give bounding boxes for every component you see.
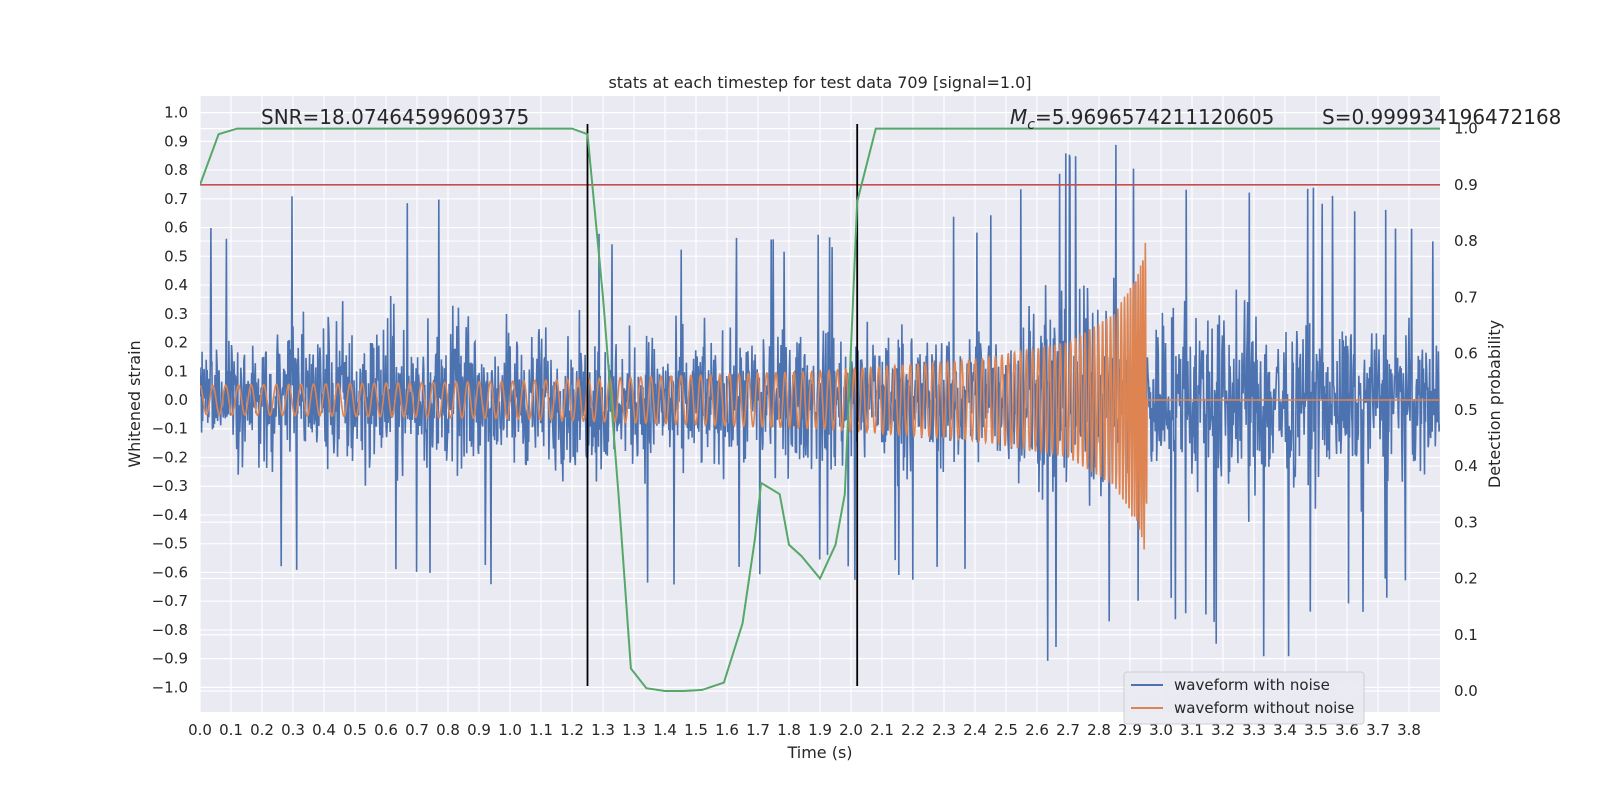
- y-tick-label: 0.7: [164, 190, 188, 208]
- y-tick-label: −0.8: [152, 621, 188, 639]
- y-tick-label: 0.6: [164, 219, 188, 237]
- y-tick-label: −0.1: [152, 420, 188, 438]
- x-tick-label: 3.7: [1366, 721, 1390, 739]
- y-tick-label: 1.0: [164, 104, 188, 122]
- x-tick-label: 1.3: [591, 721, 615, 739]
- x-tick-label: 0.6: [374, 721, 398, 739]
- legend: waveform with noise waveform without noi…: [1123, 671, 1365, 725]
- x-tick-label: 3.8: [1397, 721, 1421, 739]
- x-tick-label: 2.9: [1118, 721, 1142, 739]
- x-tick-label: 3.2: [1211, 721, 1235, 739]
- x-tick-label: 0.8: [436, 721, 460, 739]
- y2-axis-label: Detection probability: [1485, 320, 1504, 488]
- y2-tick-label: 0.0: [1454, 682, 1478, 700]
- x-tick-label: 1.7: [746, 721, 770, 739]
- x-tick-label: 3.4: [1273, 721, 1297, 739]
- y-tick-label: 0.2: [164, 334, 188, 352]
- x-tick-label: 3.6: [1335, 721, 1359, 739]
- x-tick-label: 2.5: [994, 721, 1018, 739]
- x-tick-label: 1.2: [560, 721, 584, 739]
- x-tick-label: 3.3: [1242, 721, 1266, 739]
- y-grid: [200, 111, 1440, 689]
- x-tick-label: 0.2: [250, 721, 274, 739]
- y-tick-label: −0.9: [152, 650, 188, 668]
- y-tick-label: −0.7: [152, 592, 188, 610]
- y-tick-label: 0.9: [164, 132, 188, 150]
- x-tick-label: 1.9: [808, 721, 832, 739]
- y-tick-labels: 1.0 0.9 0.8 0.7 0.6 0.5 0.4 0.3 0.2 0.1 0.0 −0.1 −0.…: [152, 104, 188, 697]
- x-tick-label: 2.3: [932, 721, 956, 739]
- y-axis-label: Whitened strain: [125, 340, 144, 467]
- y-tick-label: 0.3: [164, 305, 188, 323]
- x-tick-label: 2.7: [1056, 721, 1080, 739]
- y2-tick-label: 1.0: [1454, 120, 1478, 138]
- y2-tick-label: 0.9: [1454, 176, 1478, 194]
- y-tick-label: −0.3: [152, 477, 188, 495]
- x-tick-label: 0.5: [343, 721, 367, 739]
- y-tick-label: 0.8: [164, 161, 188, 179]
- y-tick-label: −0.6: [152, 563, 188, 581]
- x-tick-label: 2.1: [870, 721, 894, 739]
- y2-tick-label: 0.1: [1454, 626, 1478, 644]
- x-tick-label: 0.7: [405, 721, 429, 739]
- y-tick-label: 0.4: [164, 276, 188, 294]
- y2-tick-label: 0.7: [1454, 288, 1478, 306]
- x-tick-label: 0.1: [219, 721, 243, 739]
- legend-label-clean: waveform without noise: [1174, 699, 1354, 717]
- series-waveform-without-noise: [200, 242, 1440, 550]
- x-axis-label: Time (s): [786, 743, 852, 762]
- x-tick-label: 3.1: [1180, 721, 1204, 739]
- y2-tick-label: 0.4: [1454, 457, 1478, 475]
- score-annotation: S=0.999934196472168: [1322, 105, 1561, 129]
- x-tick-label: 2.4: [963, 721, 987, 739]
- y2-tick-label: 0.2: [1454, 570, 1478, 588]
- y2-tick-labels: 1.0 0.9 0.8 0.7 0.6 0.5 0.4 0.3 0.2 0.1 0.0: [1454, 120, 1478, 700]
- x-tick-label: 3.0: [1149, 721, 1173, 739]
- y-tick-label: 0.0: [164, 391, 188, 409]
- x-tick-label: 2.2: [901, 721, 925, 739]
- y-tick-label: 0.1: [164, 362, 188, 380]
- y-tick-label: −0.4: [152, 506, 188, 524]
- y2-tick-label: 0.8: [1454, 232, 1478, 250]
- y-tick-label: −0.5: [152, 535, 188, 553]
- snr-annotation: SNR=18.07464599609375: [261, 105, 529, 129]
- x-tick-label: 0.9: [467, 721, 491, 739]
- y2-tick-label: 0.5: [1454, 401, 1478, 419]
- x-tick-label: 1.1: [529, 721, 553, 739]
- chart-title: stats at each timestep for test data 709…: [608, 73, 1031, 92]
- x-tick-label: 1.0: [498, 721, 522, 739]
- x-tick-label: 1.6: [715, 721, 739, 739]
- x-tick-label: 0.4: [312, 721, 336, 739]
- series-waveform-with-noise: [200, 144, 1440, 661]
- chirp-mass-subscript: c: [1027, 117, 1035, 133]
- x-tick-label: 0.0: [188, 721, 212, 739]
- legend-label-noise: waveform with noise: [1174, 676, 1330, 694]
- chirp-mass-value: =5.9696574211120605: [1035, 105, 1274, 129]
- x-tick-label: 2.6: [1025, 721, 1049, 739]
- chirp-mass-annotation: Mc=5.9696574211120605: [1010, 105, 1274, 133]
- y2-tick-label: 0.6: [1454, 345, 1478, 363]
- x-tick-label: 1.4: [653, 721, 677, 739]
- x-tick-labels: 0.0 0.1 0.2 0.3 0.4 0.5 0.6 0.7 0.8 0.9 1.0 1.1 1.2 1…: [188, 721, 1421, 739]
- y-tick-label: −0.2: [152, 448, 188, 466]
- y-tick-label: −1.0: [152, 678, 188, 696]
- x-tick-label: 1.8: [777, 721, 801, 739]
- x-tick-label: 2.0: [839, 721, 863, 739]
- y-tick-label: 0.5: [164, 247, 188, 265]
- legend-box: [1123, 671, 1365, 725]
- chirp-mass-symbol: M: [1010, 105, 1027, 129]
- y2-tick-label: 0.3: [1454, 513, 1478, 531]
- x-tick-label: 1.5: [684, 721, 708, 739]
- x-tick-label: 2.8: [1087, 721, 1111, 739]
- x-tick-label: 0.3: [281, 721, 305, 739]
- x-tick-label: 1.3: [622, 721, 646, 739]
- series-detection-probability: [200, 127, 1440, 692]
- x-tick-label: 3.5: [1304, 721, 1328, 739]
